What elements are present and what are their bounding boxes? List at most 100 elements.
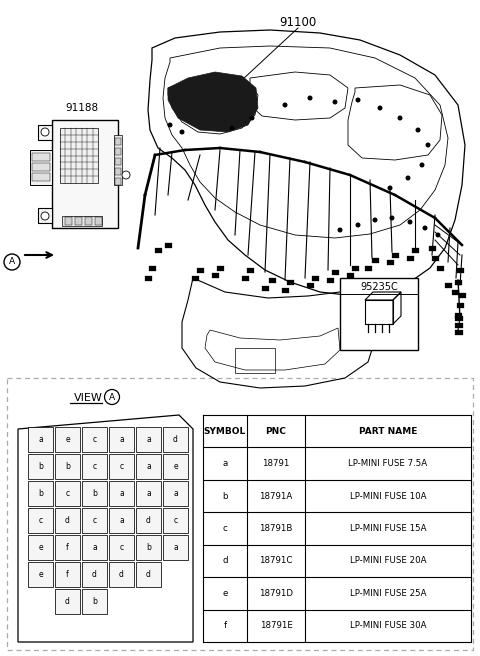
Text: 91188: 91188: [65, 103, 98, 113]
Text: c: c: [38, 516, 43, 525]
Bar: [262, 285, 268, 291]
Bar: [456, 302, 464, 308]
Text: b: b: [92, 489, 97, 498]
Circle shape: [180, 129, 184, 134]
Bar: [155, 247, 161, 253]
Bar: [144, 276, 152, 281]
Text: a: a: [119, 435, 124, 444]
Circle shape: [283, 102, 288, 108]
Bar: [82, 562, 107, 587]
Bar: [163, 508, 188, 533]
Text: d: d: [65, 516, 70, 525]
Circle shape: [333, 100, 337, 104]
Text: b: b: [38, 489, 43, 498]
Text: e: e: [222, 589, 228, 598]
Circle shape: [122, 171, 130, 179]
Text: 18791E: 18791E: [260, 621, 292, 630]
Circle shape: [372, 218, 377, 222]
Bar: [52, 120, 118, 228]
Bar: [340, 278, 418, 350]
Bar: [351, 266, 359, 270]
Bar: [65, 217, 72, 225]
Bar: [136, 508, 161, 533]
Text: 18791B: 18791B: [259, 524, 293, 533]
Bar: [456, 268, 464, 272]
Bar: [28, 454, 53, 479]
Text: b: b: [38, 462, 43, 471]
Bar: [115, 138, 121, 145]
Circle shape: [435, 232, 441, 237]
Bar: [55, 508, 80, 533]
Bar: [392, 253, 398, 258]
Text: 95235C: 95235C: [360, 282, 398, 292]
Bar: [163, 454, 188, 479]
Text: b: b: [92, 597, 97, 606]
Polygon shape: [168, 72, 258, 132]
Circle shape: [250, 115, 254, 121]
Text: a: a: [173, 489, 178, 498]
Bar: [455, 316, 463, 321]
Bar: [455, 279, 461, 285]
Bar: [30, 150, 52, 185]
Bar: [136, 454, 161, 479]
Bar: [136, 535, 161, 560]
Polygon shape: [38, 125, 52, 140]
Circle shape: [356, 98, 360, 102]
Bar: [28, 508, 53, 533]
Bar: [347, 272, 353, 277]
Bar: [287, 279, 293, 285]
Bar: [136, 427, 161, 452]
Bar: [268, 277, 276, 283]
Bar: [247, 268, 253, 272]
Bar: [28, 481, 53, 506]
Bar: [28, 562, 53, 587]
Circle shape: [406, 176, 410, 180]
Text: 91100: 91100: [279, 16, 317, 28]
Bar: [312, 276, 319, 281]
Bar: [455, 330, 463, 335]
Text: 18791: 18791: [262, 459, 290, 468]
Text: A: A: [109, 392, 115, 401]
Text: LP-MINI FUSE 15A: LP-MINI FUSE 15A: [350, 524, 426, 533]
Bar: [82, 508, 107, 533]
Bar: [109, 562, 134, 587]
Bar: [444, 283, 452, 287]
Bar: [115, 168, 121, 175]
Text: c: c: [93, 462, 96, 471]
Circle shape: [416, 127, 420, 133]
Polygon shape: [18, 415, 193, 642]
Bar: [455, 323, 463, 328]
Text: LP-MINI FUSE 7.5A: LP-MINI FUSE 7.5A: [348, 459, 428, 468]
Text: c: c: [93, 516, 96, 525]
Text: a: a: [146, 462, 151, 471]
Circle shape: [389, 216, 395, 220]
Text: c: c: [65, 489, 70, 498]
Bar: [55, 454, 80, 479]
Bar: [216, 266, 224, 270]
Text: c: c: [93, 435, 96, 444]
Bar: [241, 276, 249, 281]
Bar: [109, 481, 134, 506]
Text: LP-MINI FUSE 20A: LP-MINI FUSE 20A: [350, 556, 426, 565]
Text: c: c: [120, 543, 123, 552]
Text: e: e: [173, 462, 178, 471]
Bar: [82, 454, 107, 479]
Circle shape: [356, 222, 360, 228]
Text: b: b: [65, 462, 70, 471]
Bar: [115, 158, 121, 165]
Bar: [452, 289, 458, 295]
Text: PART NAME: PART NAME: [359, 426, 417, 436]
Text: a: a: [38, 435, 43, 444]
Bar: [163, 535, 188, 560]
Text: d: d: [222, 556, 228, 565]
Circle shape: [41, 212, 49, 220]
Text: e: e: [38, 570, 43, 579]
Circle shape: [229, 125, 235, 131]
Circle shape: [397, 115, 403, 121]
Text: 18791D: 18791D: [259, 589, 293, 598]
Text: 18791A: 18791A: [259, 491, 293, 501]
Bar: [326, 277, 334, 283]
Circle shape: [41, 128, 49, 136]
Bar: [307, 283, 313, 287]
Bar: [82, 589, 107, 614]
